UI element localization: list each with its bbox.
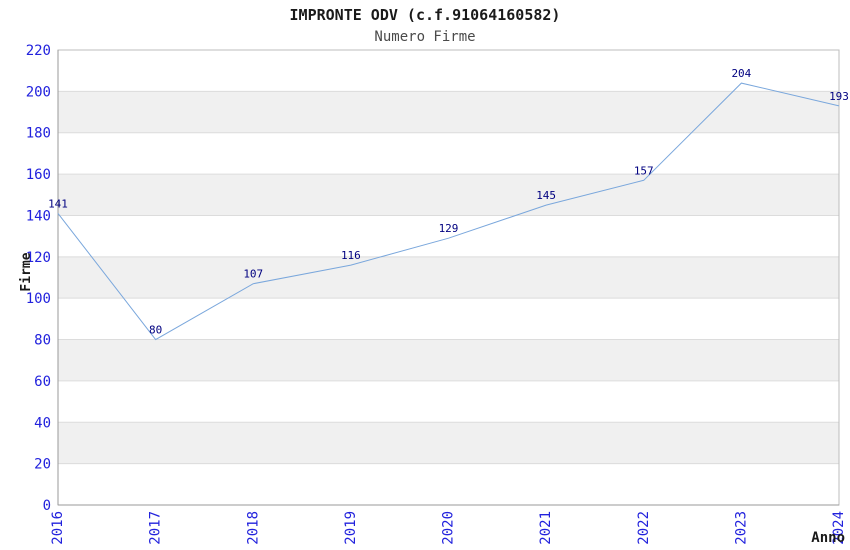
y-tick-label: 100 xyxy=(26,291,51,307)
plot-alternating-bands xyxy=(58,91,839,464)
point-value-labels: 141 80 107 116 129 145 157 204 193 xyxy=(48,67,849,336)
point-value-label: 204 xyxy=(731,67,751,80)
data-line-series xyxy=(57,82,840,341)
y-axis-tick-labels: 0 20 40 60 80 100 120 140 160 180 200 220 xyxy=(26,43,51,514)
x-tick-label: 2023 xyxy=(733,511,749,545)
x-tick-label: 2020 xyxy=(441,511,457,545)
y-axis-title: Firme xyxy=(19,252,34,291)
point-value-label: 116 xyxy=(341,249,361,262)
chart-subtitle: Numero Firme xyxy=(374,29,475,45)
point-value-label: 193 xyxy=(829,90,849,103)
point-value-label: 107 xyxy=(243,268,263,281)
plot-band xyxy=(58,256,839,299)
y-tick-label: 80 xyxy=(34,333,51,349)
y-tick-label: 120 xyxy=(26,250,51,266)
x-tick-label: 2022 xyxy=(636,511,652,545)
y-tick-label: 220 xyxy=(26,43,51,59)
x-tick-label: 2017 xyxy=(148,511,164,545)
y-tick-label: 140 xyxy=(26,208,51,224)
plot-band xyxy=(58,91,839,133)
chart-title: IMPRONTE ODV (c.f.91064160582) xyxy=(290,6,561,24)
y-tick-label: 60 xyxy=(34,374,51,390)
x-tick-label: 2019 xyxy=(343,511,359,545)
point-value-label: 129 xyxy=(439,222,459,235)
plot-band xyxy=(58,174,839,216)
x-tick-label: 2018 xyxy=(245,511,261,545)
point-value-label: 157 xyxy=(634,164,654,177)
y-tick-label: 0 xyxy=(43,498,51,514)
x-tick-label: 2016 xyxy=(50,511,66,545)
x-axis-tick-labels: 2016 2017 2018 2019 2020 2021 2022 2023 2024 xyxy=(50,511,847,545)
y-tick-label: 200 xyxy=(26,84,51,100)
y-tick-label: 180 xyxy=(26,126,51,142)
plot-band xyxy=(58,422,839,464)
x-tick-label: 2024 xyxy=(831,511,847,545)
y-tick-label: 40 xyxy=(34,415,51,431)
plot-band xyxy=(58,339,839,381)
x-axis-title: Anno xyxy=(811,530,845,546)
point-value-label: 80 xyxy=(149,324,162,337)
point-value-label: 145 xyxy=(536,189,556,202)
point-value-label: 141 xyxy=(48,197,68,210)
y-tick-label: 160 xyxy=(26,167,51,183)
y-tick-label: 20 xyxy=(34,457,51,473)
x-tick-label: 2021 xyxy=(538,511,554,545)
